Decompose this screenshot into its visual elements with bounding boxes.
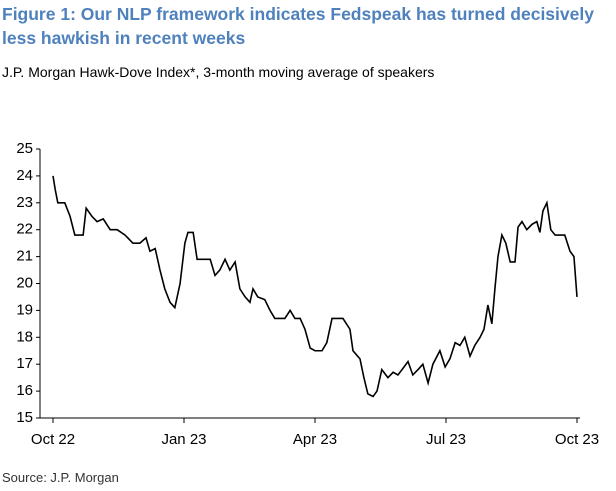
line-series bbox=[52, 175, 578, 398]
source-note: Source: J.P. Morgan bbox=[2, 470, 119, 485]
x-tick-label: Oct 22 bbox=[31, 431, 75, 448]
chart: 15 16 17 18 19 20 21 22 23 24 25 Oct 22 Jan 23 Apr 23… bbox=[16, 140, 599, 448]
y-tick-label: 20 bbox=[16, 274, 33, 291]
x-tick-label: Jul 23 bbox=[426, 431, 466, 448]
x-tick-label: Jan 23 bbox=[161, 431, 206, 448]
chart-title: Figure 1: Our NLP framework indicates Fe… bbox=[2, 4, 594, 48]
y-tick-label: 21 bbox=[16, 248, 33, 265]
y-tick-label: 23 bbox=[16, 194, 33, 211]
chart-subtitle: J.P. Morgan Hawk-Dove Index*, 3-month mo… bbox=[2, 64, 435, 80]
y-tick-label: 18 bbox=[16, 328, 33, 345]
y-tick-label: 25 bbox=[16, 140, 33, 157]
y-tick-label: 16 bbox=[16, 382, 33, 399]
y-tick-label: 15 bbox=[16, 409, 33, 426]
y-tick-label: 17 bbox=[16, 355, 33, 372]
x-tick-label: Apr 23 bbox=[293, 431, 337, 448]
y-tick-label: 19 bbox=[16, 301, 33, 318]
y-tick-label: 22 bbox=[16, 221, 33, 238]
y-tick-label: 24 bbox=[16, 167, 33, 184]
x-tick-label: Oct 23 bbox=[555, 431, 599, 448]
